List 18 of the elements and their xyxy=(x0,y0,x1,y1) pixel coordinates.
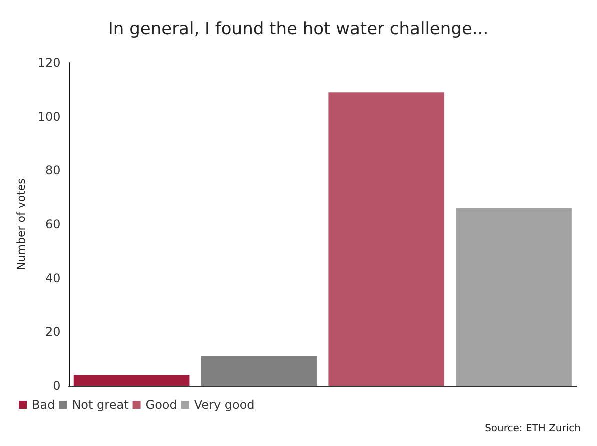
y-axis-title: Number of votes xyxy=(15,178,28,270)
bar xyxy=(328,92,445,386)
y-tick-label: 120 xyxy=(38,56,61,70)
legend-label: Good xyxy=(146,398,178,412)
legend-label: Very good xyxy=(194,398,255,412)
chart-title: In general, I found the hot water challenge... xyxy=(108,20,489,40)
y-tick-label: 80 xyxy=(46,164,61,178)
y-tick-label: 40 xyxy=(46,271,61,286)
source-note: Source: ETH Zurich xyxy=(485,424,582,434)
legend-label: Not great xyxy=(72,398,130,412)
bar xyxy=(201,356,318,386)
bar xyxy=(74,375,190,386)
y-tick-label: 100 xyxy=(38,110,61,124)
y-tick-label: 60 xyxy=(46,218,61,232)
legend-label: Bad xyxy=(32,398,56,412)
y-tick-label: 0 xyxy=(53,379,61,393)
bar xyxy=(456,208,572,386)
y-tick-label: 20 xyxy=(46,325,61,340)
